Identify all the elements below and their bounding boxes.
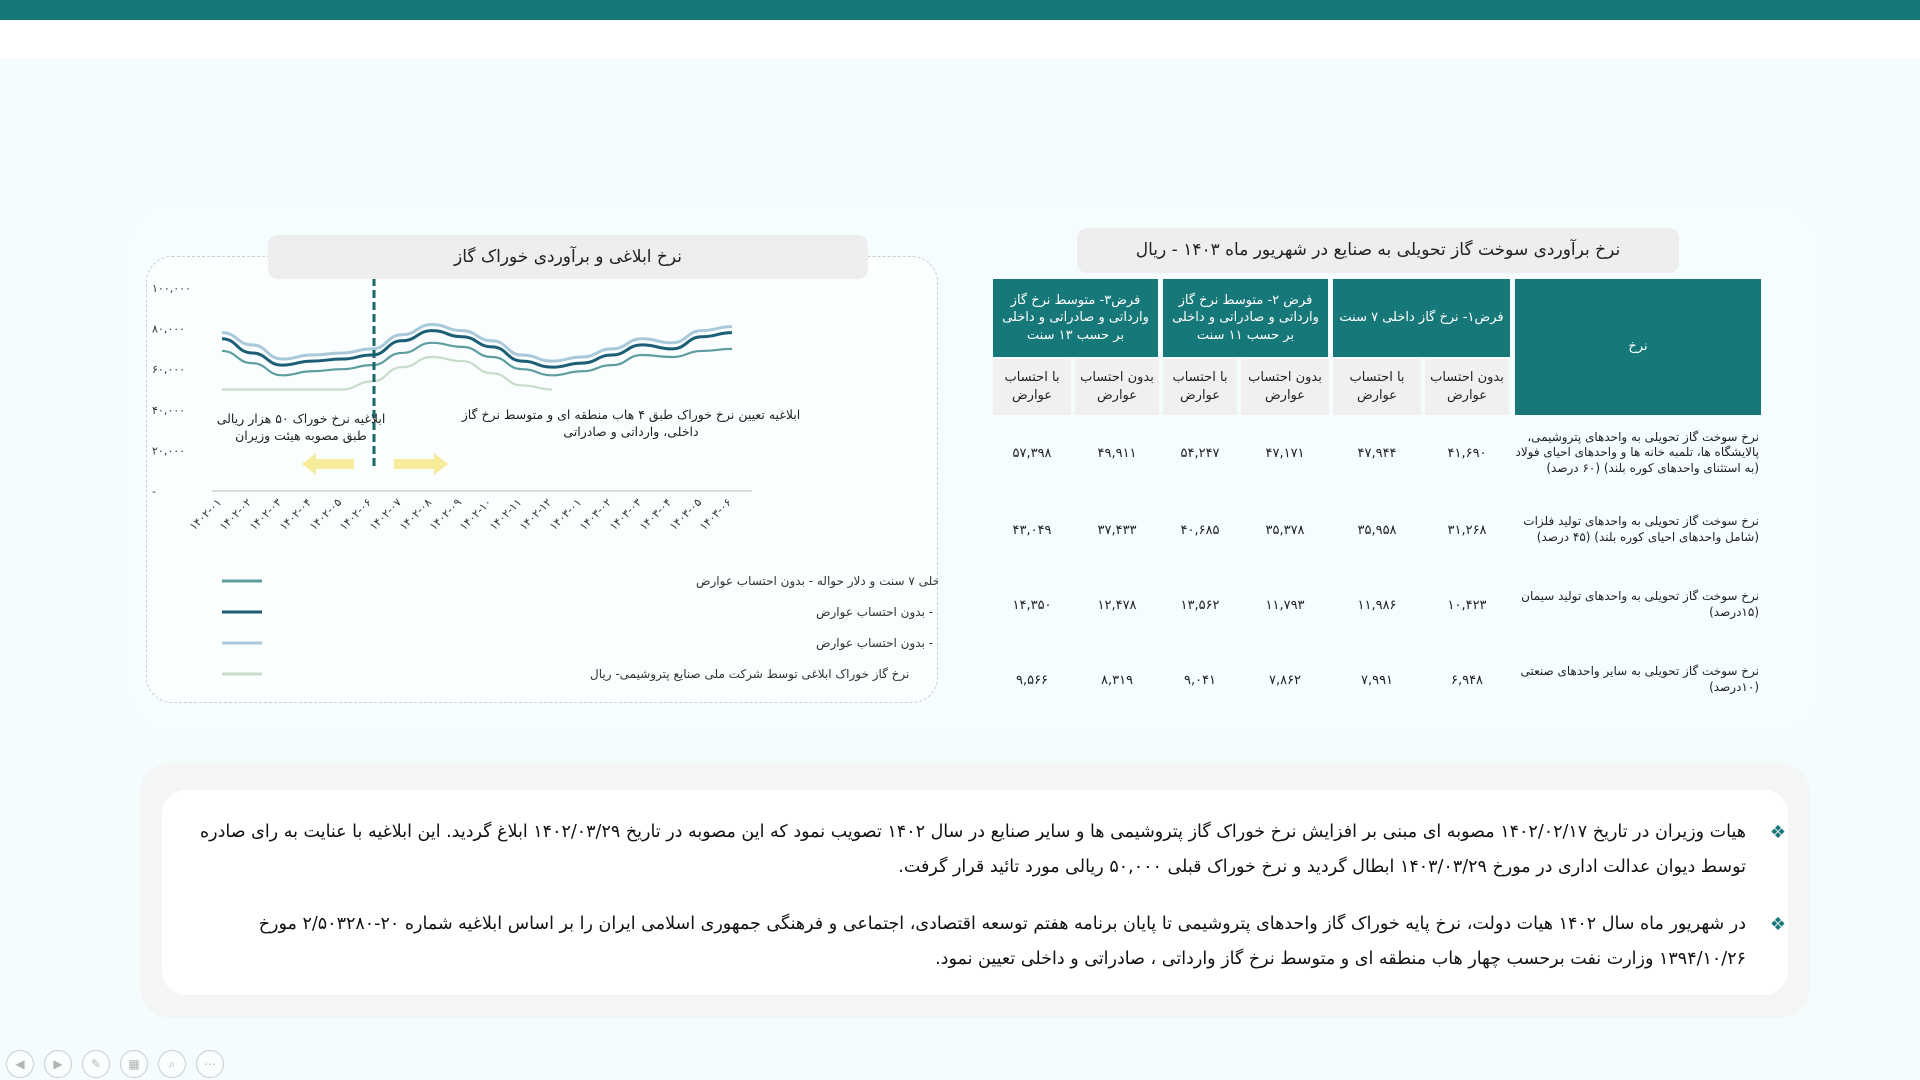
y-tick-label: ۸۰,۰۰۰ xyxy=(152,323,185,336)
x-tick-label: ۱۴۰۳-۰۲ xyxy=(577,496,614,533)
notes-card xyxy=(162,790,1788,995)
top-margin xyxy=(0,20,1920,58)
legend-label-2: فرض ۲- نرخ خوراک برحسب متوسط گاز داخلی، … xyxy=(816,605,938,620)
y-tick-label: - xyxy=(152,485,156,498)
cell-value: ۷,۹۹۱ xyxy=(1360,672,1394,688)
cell-value: ۴۰,۶۸۵ xyxy=(1180,522,1220,538)
annotation-right: ابلاغیه تعیین نرخ خوراک طبق ۴ هاب منطقه … xyxy=(461,407,801,439)
x-tick-label: ۱۴۰۳-۰۳ xyxy=(607,496,644,533)
header-group-2: فرض ۲- متوسط نرخ گاز وارداتی و صادراتی و… xyxy=(1163,279,1328,357)
x-tick-label: ۱۴۰۳-۰۶ xyxy=(697,496,734,533)
cell-value: ۴۷,۱۷۱ xyxy=(1265,445,1305,461)
cell-value: ۱۰,۴۲۳ xyxy=(1447,597,1487,613)
row-label-2: نرخ سوخت گاز تحویلی به واحدهای تولید فلز… xyxy=(1523,514,1759,544)
legend-label-3: فرض ۳- نرخ خوراک برحسب متوسط گاز داخلی، … xyxy=(816,636,938,651)
note-item-2: ❖ در شهریور ماه سال ۱۴۰۲ هیات دولت، نرخ … xyxy=(186,907,1786,977)
chart-title: نرخ ابلاغی و برآوردی خوراک گاز xyxy=(268,235,868,279)
note-text-2: در شهریور ماه سال ۱۴۰۲ هیات دولت، نرخ پا… xyxy=(258,914,1746,969)
series-line-1 xyxy=(221,341,733,377)
cell-value: ۱۲,۴۷۸ xyxy=(1097,597,1137,613)
chart-frame xyxy=(146,256,938,703)
row-label-1: نرخ سوخت گاز تحویلی به واحدهای پتروشیمی،… xyxy=(1515,429,1759,475)
annotation-left-text: ابلاغیه نرخ خوراک ۵۰ هزار ریالی طبق مصوب… xyxy=(216,411,386,443)
series-line-3 xyxy=(221,323,733,363)
cell-value: ۳۱,۲۶۸ xyxy=(1447,522,1487,538)
cell-value: ۳۵,۳۷۸ xyxy=(1265,522,1305,538)
cell-value: ۱۳,۵۶۲ xyxy=(1180,597,1220,613)
y-tick-label: ۶۰,۰۰۰ xyxy=(152,363,185,376)
note-text-1: هیات وزیران در تاریخ ۱۴۰۲/۰۲/۱۷ مصوبه ای… xyxy=(199,822,1746,877)
note-item-1: ❖ هیات وزیران در تاریخ ۱۴۰۲/۰۲/۱۷ مصوبه … xyxy=(186,815,1786,885)
subheader-without-fees: بدون احتساب عوارض xyxy=(1075,359,1159,415)
x-tick-label: ۱۴۰۳-۰۱ xyxy=(547,496,584,533)
subheader-without-fees: بدون احتساب عوارض xyxy=(1425,359,1509,415)
more-icon[interactable]: ⋯ xyxy=(196,1050,224,1078)
series-line-4 xyxy=(221,355,553,391)
x-tick-label: ۱۴۰۲-۰۱ xyxy=(187,496,224,533)
x-tick-label: ۱۴۰۲-۰۶ xyxy=(337,496,374,533)
y-tick-label: ۴۰,۰۰۰ xyxy=(152,404,185,417)
cell-value: ۹,۰۴۱ xyxy=(1183,672,1217,688)
annotation-left: ابلاغیه نرخ خوراک ۵۰ هزار ریالی طبق مصوب… xyxy=(216,411,386,443)
x-tick-label: ۱۴۰۲-۱۱ xyxy=(487,496,524,533)
row-label-3: نرخ سوخت گاز تحویلی به واحدهای تولید سیم… xyxy=(1521,589,1759,619)
prev-icon[interactable]: ◀ xyxy=(6,1050,34,1078)
x-tick-label: ۱۴۰۲-۰۸ xyxy=(397,496,434,533)
cell-value: ۱۱,۹۸۶ xyxy=(1357,597,1397,613)
cell-value: ۴۷,۹۴۴ xyxy=(1357,445,1397,461)
x-tick-label: ۱۴۰۲-۱۰ xyxy=(457,496,494,533)
cell-value: ۱۴,۳۵۰ xyxy=(1012,597,1052,613)
cell-value: ۸,۳۱۹ xyxy=(1100,672,1134,688)
cell-value: ۴۹,۹۱۱ xyxy=(1097,445,1137,461)
diamond-bullet-icon: ❖ xyxy=(1769,822,1786,843)
x-tick-label: ۱۴۰۲-۱۲ xyxy=(517,496,554,533)
x-tick-label: ۱۴۰۳-۰۵ xyxy=(667,496,704,533)
top-accent-bar xyxy=(0,0,1920,20)
cell-value: ۵۴,۲۴۷ xyxy=(1180,445,1220,461)
cell-value: ۴۱,۶۹۰ xyxy=(1447,445,1487,461)
cell-value: ۶,۹۴۸ xyxy=(1450,672,1484,688)
pen-icon[interactable]: ✎ xyxy=(82,1050,110,1078)
slides-icon[interactable]: ▦ xyxy=(120,1050,148,1078)
table-title: نرخ برآوردی سوخت گاز تحویلی به صنایع در … xyxy=(1077,228,1679,273)
x-tick-label: ۱۴۰۲-۰۵ xyxy=(307,496,344,533)
legend-label-4: نرخ گاز خوراک ابلاغی توسط شرکت ملی صنایع… xyxy=(590,667,909,682)
cell-value: ۳۷,۴۳۳ xyxy=(1097,522,1137,538)
zoom-icon[interactable]: ⌕ xyxy=(158,1050,186,1078)
x-tick-label: ۱۴۰۲-۰۹ xyxy=(427,496,464,533)
next-icon[interactable]: ▶ xyxy=(44,1050,72,1078)
subheader-with-fees: با احتساب عوارض xyxy=(1163,359,1237,415)
series-line-2 xyxy=(221,329,733,369)
annotation-right-text: ابلاغیه تعیین نرخ خوراک طبق ۴ هاب منطقه … xyxy=(461,407,801,439)
x-tick-label: ۱۴۰۲-۰۲ xyxy=(217,496,254,533)
cell-value: ۳۵,۹۵۸ xyxy=(1357,522,1397,538)
subheader-with-fees: با احتساب عوارض xyxy=(1333,359,1421,415)
row-label-4: نرخ سوخت گاز تحویلی به سایر واحدهای صنعت… xyxy=(1520,664,1759,694)
cell-value: ۴۳,۰۴۹ xyxy=(1012,522,1052,538)
y-tick-label: ۱۰۰,۰۰۰ xyxy=(152,282,191,295)
x-tick-label: ۱۴۰۳-۰۴ xyxy=(637,496,674,533)
x-tick-label: ۱۴۰۲-۰۷ xyxy=(367,496,404,533)
legend-label-1: فرض ۱- نرخ خوراک برحسب گاز داخلی ۷ سنت و… xyxy=(696,574,938,589)
diamond-bullet-icon: ❖ xyxy=(1769,914,1786,935)
x-tick-label: ۱۴۰۲-۰۴ xyxy=(277,496,314,533)
cell-value: ۵۷,۳۹۸ xyxy=(1012,445,1052,461)
cell-value: ۷,۸۶۲ xyxy=(1268,672,1302,688)
x-tick-label: ۱۴۰۲-۰۳ xyxy=(247,496,284,533)
header-rate: نرخ xyxy=(1515,279,1761,415)
subheader-without-fees: بدون احتساب عوارض xyxy=(1241,359,1329,415)
cell-value: ۹,۵۶۶ xyxy=(1015,672,1049,688)
header-group-3: فرض۳- متوسط نرخ گاز وارداتی و صادراتی و … xyxy=(993,279,1158,357)
line-chart: ۱۰۰,۰۰۰۸۰,۰۰۰۶۰,۰۰۰۴۰,۰۰۰۲۰,۰۰۰-۱۴۰۲-۰۱۱… xyxy=(152,278,938,682)
y-tick-label: ۲۰,۰۰۰ xyxy=(152,444,185,457)
left-arrow-icon xyxy=(302,453,354,475)
right-arrow-icon xyxy=(394,453,448,475)
cell-value: ۱۱,۷۹۳ xyxy=(1265,597,1305,613)
header-group-1: فرض۱- نرخ گاز داخلی ۷ سنت xyxy=(1333,279,1510,357)
subheader-with-fees: با احتساب عوارض xyxy=(993,359,1071,415)
